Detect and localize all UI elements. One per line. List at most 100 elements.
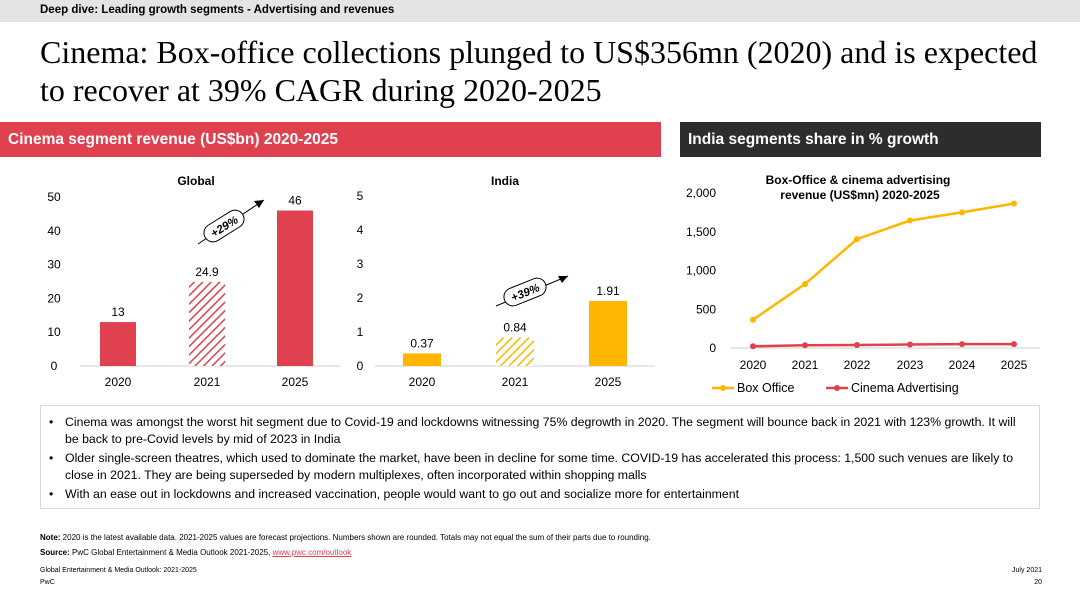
series-point xyxy=(959,209,965,216)
india-bar-chart: India 0 1 2 3 4 5 0.37 2020 0.84 2021 1.91 2025 +39% xyxy=(357,174,655,389)
y-tick-label: 3 xyxy=(357,257,364,271)
growth-badge-shape xyxy=(503,277,547,307)
y-tick-label: 30 xyxy=(47,258,61,272)
bar-value-label: 46 xyxy=(288,194,302,208)
y-tick-label: 4 xyxy=(357,223,364,237)
page-title: Cinema: Box-office collections plunged t… xyxy=(40,34,1038,108)
charts-canvas: Global0102030405013202024.92021462025+29… xyxy=(47,173,1040,395)
legend-marker xyxy=(834,385,840,391)
x-tick-label: 2020 xyxy=(409,375,436,389)
bar-value-label: 0.84 xyxy=(503,320,527,334)
growth-arrow-head xyxy=(254,200,264,208)
bar-value-label: 1.91 xyxy=(596,284,620,298)
right-section-banner: India segments share in % growth xyxy=(680,122,1041,157)
y-tick-label: 5 xyxy=(357,189,364,203)
growth-badge: +39% xyxy=(503,277,547,307)
source-link[interactable]: www.pwc.com/outlook xyxy=(272,548,352,557)
y-tick-label: 40 xyxy=(47,224,61,238)
y-tick-label: 10 xyxy=(47,325,61,339)
chart-title: India xyxy=(491,174,519,188)
legend-label: Box Office xyxy=(737,381,794,395)
legend-marker xyxy=(720,385,726,391)
chart-title: Global xyxy=(177,174,214,188)
series-point xyxy=(907,341,913,348)
growth-arrow-head xyxy=(558,276,568,283)
x-tick-label: 2025 xyxy=(282,375,309,389)
bullet-marker: • xyxy=(49,415,54,429)
chart-title-line-2: revenue (US$mn) 2020-2025 xyxy=(780,188,940,202)
note: Note: 2020 is the latest available data.… xyxy=(40,533,651,542)
bullet-item: • Cinema was amongst the worst hit segmen… xyxy=(49,414,1027,448)
bullet-marker: • xyxy=(49,487,54,501)
source-label: Source: xyxy=(40,548,70,557)
section-label: Deep dive: Leading growth segments - Adv… xyxy=(40,4,395,16)
series-point xyxy=(959,341,965,348)
chart-title-line-1: Box-Office & cinema advertising xyxy=(766,173,951,187)
bar-value-label: 24.9 xyxy=(195,265,219,279)
left-section-banner-text: Cinema segment revenue (US$bn) 2020-2025 xyxy=(8,131,338,148)
series-line xyxy=(752,202,1015,321)
y-tick-label: 0 xyxy=(709,341,716,355)
bar xyxy=(403,353,441,366)
series-point xyxy=(750,316,756,323)
y-tick-label: 2,000 xyxy=(686,186,716,200)
bar xyxy=(277,210,313,366)
series-point xyxy=(750,343,756,350)
left-section-banner: Cinema segment revenue (US$bn) 2020-2025 xyxy=(0,122,661,157)
series-point xyxy=(854,236,860,243)
y-tick-label: 500 xyxy=(696,302,716,316)
source: Source: PwC Global Entertainment & Media… xyxy=(40,548,351,557)
x-tick-label: 2022 xyxy=(844,358,871,372)
y-tick-label: 1 xyxy=(357,325,364,339)
note-text: 2020 is the latest available data. 2021-… xyxy=(60,533,651,542)
bullet-marker: • xyxy=(49,451,54,465)
global-bar-chart: Global 0 10 20 30 40 50 13 2020 24.9 2021 46 2025 +29… xyxy=(47,174,340,389)
x-tick-label: 2024 xyxy=(949,358,976,372)
y-tick-label: 0 xyxy=(357,359,364,373)
y-tick-label: 2 xyxy=(357,291,364,305)
bar xyxy=(589,301,627,366)
note-label: Note: xyxy=(40,533,61,542)
x-tick-label: 2021 xyxy=(194,375,221,389)
x-tick-label: 2021 xyxy=(792,358,819,372)
y-tick-label: 1,000 xyxy=(686,264,716,278)
bar-value-label: 0.37 xyxy=(410,336,434,350)
footer-report-name: Global Entertainment & Media Outlook: 20… xyxy=(40,567,197,574)
x-tick-label: 2025 xyxy=(1001,358,1028,372)
bullet-list: • Cinema was amongst the worst hit segmen… xyxy=(40,405,1040,509)
series-point xyxy=(1011,200,1017,207)
top-bar: Deep dive: Leading growth segments - Adv… xyxy=(0,0,1080,22)
x-tick-label: 2020 xyxy=(105,375,132,389)
x-tick-label: 2020 xyxy=(740,358,767,372)
page-number: 20 xyxy=(1034,579,1042,586)
growth-badge-shape xyxy=(203,209,245,243)
y-tick-label: 20 xyxy=(47,291,61,305)
bullet-text: Older single-screen theatres, which used… xyxy=(65,451,1014,482)
right-section-banner-text: India segments share in % growth xyxy=(688,131,939,148)
source-text: PwC Global Entertainment & Media Outlook… xyxy=(69,548,273,557)
legend-label: Cinema Advertising xyxy=(851,381,959,395)
series-point xyxy=(1011,341,1017,348)
series-point xyxy=(854,342,860,349)
y-tick-label: 50 xyxy=(47,190,61,204)
x-tick-label: 2025 xyxy=(595,375,622,389)
bullet-item: • With an ease out in lockdowns and incre… xyxy=(49,486,1027,503)
bullet-text: Cinema was amongst the worst hit segment… xyxy=(65,415,1016,446)
series-point xyxy=(907,217,913,224)
bar xyxy=(189,281,225,366)
bar-value-label: 13 xyxy=(111,305,125,319)
series-point xyxy=(802,281,808,288)
series-line xyxy=(752,342,1014,348)
bar xyxy=(100,322,136,366)
footer-date: July 2021 xyxy=(1012,567,1042,574)
x-tick-label: 2023 xyxy=(897,358,924,372)
y-tick-label: 0 xyxy=(51,359,58,373)
bullet-item: • Older single-screen theatres, which use… xyxy=(49,450,1027,484)
series-point xyxy=(802,342,808,349)
y-tick-label: 1,500 xyxy=(686,225,716,239)
bullet-text: With an ease out in lockdowns and increa… xyxy=(65,487,739,501)
bar xyxy=(496,337,534,366)
x-tick-label: 2021 xyxy=(502,375,529,389)
growth-badge: +29% xyxy=(203,209,245,243)
